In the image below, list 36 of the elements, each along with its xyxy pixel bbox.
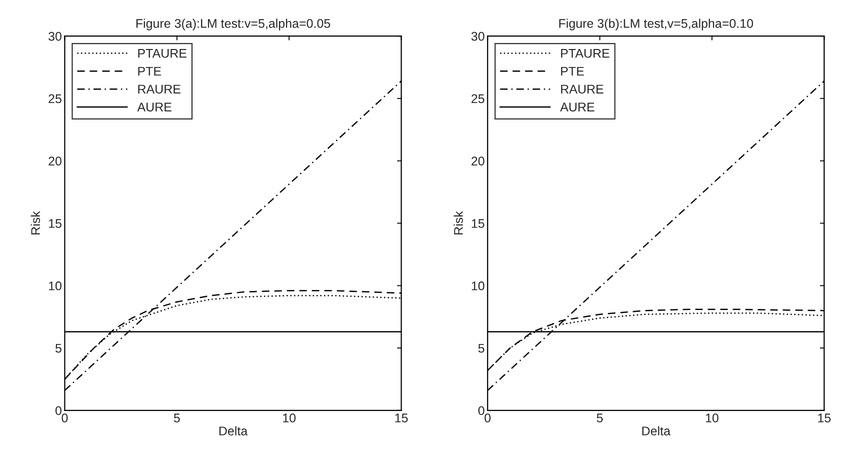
y-tick-label: 15 — [49, 219, 62, 228]
x-tick-label: 15 — [818, 414, 831, 422]
y-axis-title: Risk — [30, 211, 40, 234]
chart-title: Figure 3(a):LM test:v=5,alpha=0.05 — [136, 18, 330, 30]
x-tick-label: 5 — [596, 414, 603, 422]
y-tick-label: 15 — [472, 219, 484, 228]
y-tick-label: 30 — [471, 32, 484, 41]
chart-title: Figure 3(b):LM test,v=5,alpha=0.10 — [559, 18, 754, 30]
legend-label: RAURE — [561, 84, 604, 94]
y-axis-title: Risk — [454, 211, 463, 234]
legend-label: PTE — [138, 66, 161, 76]
legend-label: AURE — [137, 102, 172, 112]
y-tick-label: 30 — [48, 32, 62, 41]
legend-label: RAURE — [138, 84, 180, 94]
x-tick-label: 0 — [62, 414, 68, 422]
y-tick-label: 0 — [55, 406, 62, 416]
x-axis-title: Delta — [642, 426, 670, 436]
legend-label: PTE — [561, 66, 584, 76]
y-tick-label: 20 — [472, 156, 484, 166]
legend-label: AURE — [560, 102, 594, 112]
y-tick-label: 25 — [472, 94, 484, 104]
y-tick-label: 10 — [49, 281, 62, 290]
x-axis-title: Delta — [219, 426, 248, 436]
y-tick-label: 5 — [478, 344, 484, 353]
x-tick-label: 0 — [484, 414, 491, 422]
x-tick-label: 5 — [174, 414, 180, 422]
legend-label: PTAURE — [561, 49, 610, 58]
y-tick-label: 10 — [472, 281, 484, 290]
y-tick-label: 20 — [48, 156, 62, 166]
y-tick-label: 5 — [55, 344, 62, 353]
legend-label: PTAURE — [138, 49, 186, 58]
y-tick-label: 0 — [478, 406, 484, 416]
x-tick-label: 15 — [395, 414, 408, 422]
x-tick-label: 10 — [706, 414, 718, 422]
x-tick-label: 10 — [283, 414, 296, 422]
y-tick-label: 25 — [48, 94, 62, 104]
